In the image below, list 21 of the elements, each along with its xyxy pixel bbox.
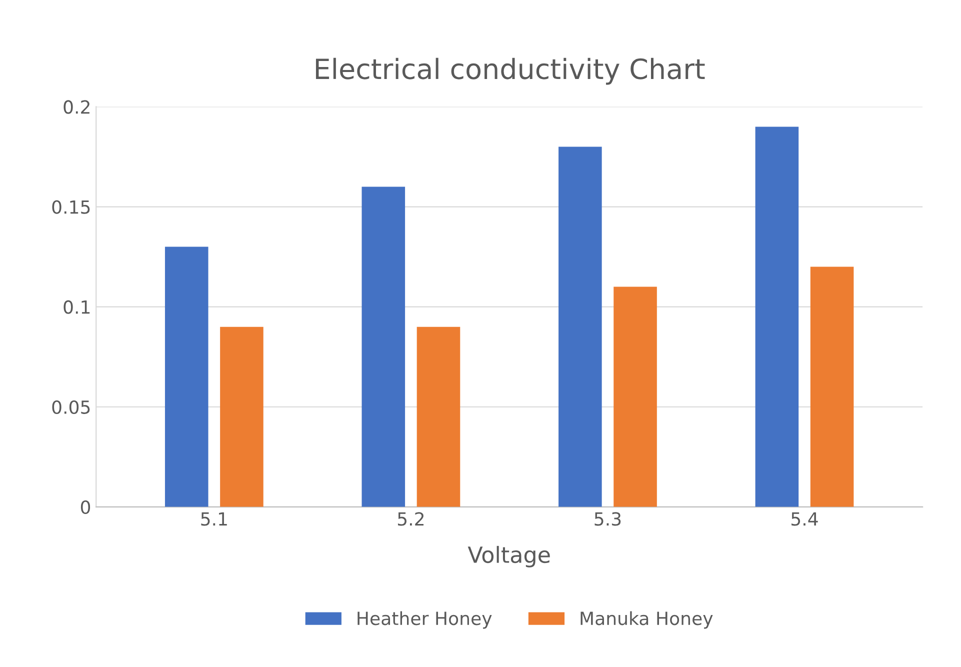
legend-label: Heather Honey [358, 611, 492, 629]
chart-title: Electrical conductivity Chart [316, 58, 705, 85]
x-axis-title: Voltage [468, 546, 550, 568]
x-tick-label: 5.3 [594, 512, 621, 526]
bar [755, 126, 799, 507]
bar [164, 246, 208, 507]
y-tick-label: 0.1 [64, 300, 90, 314]
x-tick-label: 5.2 [398, 512, 424, 526]
legend-label: Manuka Honey [580, 611, 713, 629]
bar [614, 286, 657, 507]
y-tick-label: 0.05 [52, 400, 90, 414]
bar [810, 266, 854, 507]
bar [558, 146, 602, 507]
y-tick-label: 0.2 [64, 100, 90, 114]
bar [220, 326, 264, 507]
y-tick-label: 0 [80, 500, 90, 514]
y-tick-label: 0.15 [52, 200, 90, 214]
x-tick-label: 5.1 [201, 512, 227, 526]
bar [416, 326, 460, 507]
x-tick-label: 5.4 [792, 512, 818, 526]
bar [362, 186, 406, 507]
